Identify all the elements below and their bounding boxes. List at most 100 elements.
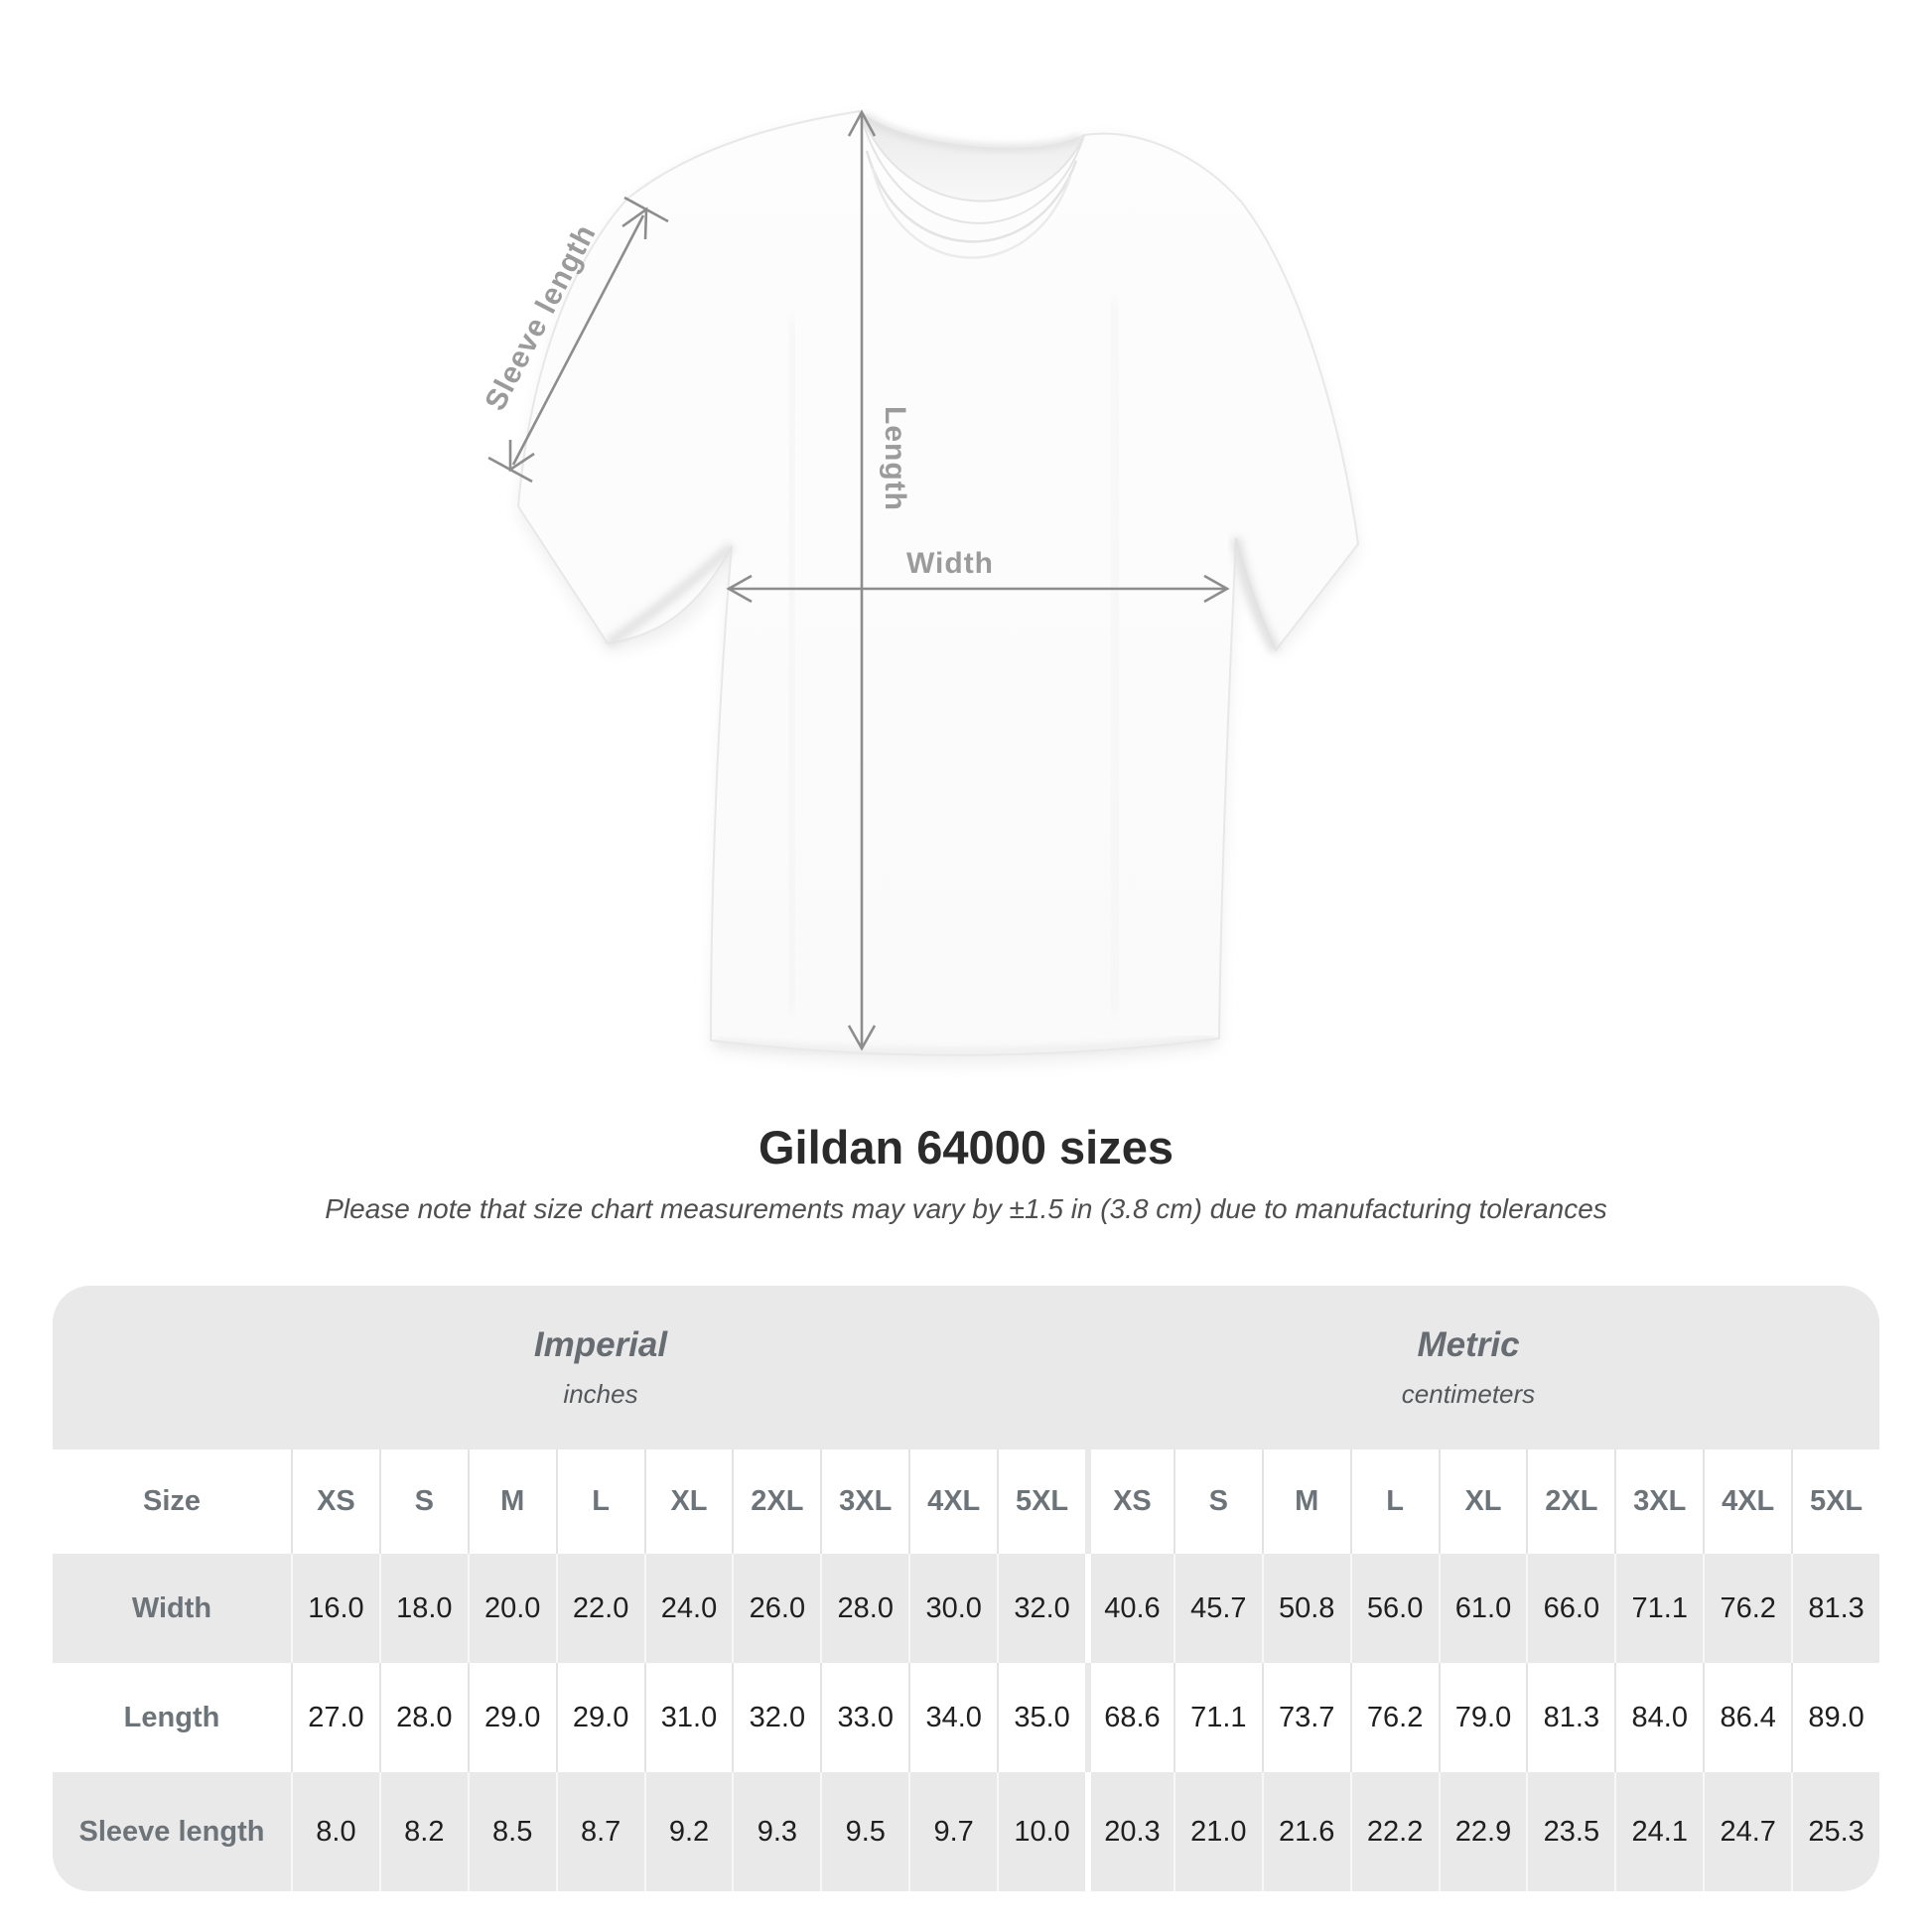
table-cell: 28.0 [378,1663,468,1772]
table-cell: 28.0 [820,1554,908,1663]
col-header-metric-xs: XS [1084,1449,1173,1554]
table-cell: 10.0 [997,1772,1085,1891]
col-header-metric-2xl: 2XL [1526,1449,1614,1554]
size-header-label: Size [142,1485,202,1517]
table-cell: 22.9 [1438,1772,1527,1891]
row-label-length: Length [123,1701,220,1733]
table-cell: 29.0 [555,1663,644,1772]
row-label-width: Width [131,1591,212,1624]
table-cell: 73.7 [1261,1663,1350,1772]
table-cell: 34.0 [908,1663,997,1772]
table-cell: 24.7 [1703,1772,1791,1891]
body-fold-left [784,317,799,1014]
table-cell: 9.2 [643,1772,733,1891]
tolerance-note: Please note that size chart measurements… [325,1193,1607,1225]
row-label-sleeve-length: Sleeve length [78,1815,265,1848]
table-cell: 16.0 [291,1554,379,1663]
imperial-header: Imperial inches [84,1286,1117,1449]
table-cell: 29.0 [467,1663,556,1772]
table-row-width: Width 16.0 18.0 20.0 22.0 24.0 26.0 28.0… [53,1554,1879,1663]
table-cell: 23.5 [1526,1772,1614,1891]
table-cell: 21.0 [1173,1772,1262,1891]
col-header-imperial-m: M [467,1449,556,1554]
imperial-title: Imperial [533,1325,668,1364]
table-cell: 24.1 [1614,1772,1703,1891]
size-header-row: Size XS S M L XL 2XL 3XL 4XL 5XL XS S M … [53,1449,1879,1554]
tshirt-illustration [487,109,1360,1065]
table-cell: 35.0 [997,1663,1085,1772]
col-header-metric-5xl: 5XL [1791,1449,1879,1554]
col-header-metric-4xl: 4XL [1703,1449,1791,1554]
tshirt-body [516,109,1360,1056]
table-cell: 89.0 [1791,1663,1879,1772]
table-cell: 71.1 [1173,1663,1262,1772]
left-underarm-shadow [605,542,736,648]
table-cell: 79.0 [1438,1663,1527,1772]
table-cell: 8.5 [467,1772,556,1891]
imperial-subtitle: inches [563,1379,638,1409]
table-cell: 81.3 [1526,1663,1614,1772]
table-cell: 76.2 [1703,1554,1791,1663]
collar-stitch-2 [871,168,1072,259]
metric-subtitle: centimeters [1401,1379,1536,1409]
table-cell: 20.3 [1084,1772,1173,1891]
table-cell: 20.0 [467,1554,556,1663]
table-cell: 9.3 [732,1772,820,1891]
table-cell: 8.7 [555,1772,644,1891]
table-cell: 66.0 [1526,1554,1614,1663]
size-table: Imperial inches Metric centimeters Size … [53,1286,1879,1891]
length-arrow [847,109,877,1051]
table-cell: 31.0 [643,1663,733,1772]
metric-header: Metric centimeters [1071,1286,1865,1449]
right-underarm-shadow [1231,537,1281,653]
table-cell: 32.0 [732,1663,820,1772]
neck-opening [860,111,1084,202]
collar-band [859,110,1085,224]
table-cell: 61.0 [1438,1554,1527,1663]
col-header-metric-s: S [1173,1449,1262,1554]
table-row-length: Length 27.0 28.0 29.0 29.0 31.0 32.0 33.… [53,1663,1879,1772]
table-cell: 68.6 [1084,1663,1173,1772]
table-cell: 86.4 [1703,1663,1791,1772]
col-header-metric-3xl: 3XL [1614,1449,1703,1554]
collar-stitch-1 [865,150,1078,243]
title-block: Gildan 64000 sizes Please note that size… [0,1120,1932,1225]
col-header-metric-l: L [1349,1449,1439,1554]
table-cell: 50.8 [1261,1554,1350,1663]
table-cell: 32.0 [997,1554,1085,1663]
table-cell: 8.0 [291,1772,379,1891]
page-title: Gildan 64000 sizes [758,1121,1174,1173]
table-cell: 81.3 [1791,1554,1879,1663]
col-header-imperial-3xl: 3XL [820,1449,908,1554]
table-cell: 33.0 [820,1663,908,1772]
unit-header-row: Imperial inches Metric centimeters [53,1286,1879,1449]
col-header-imperial-5xl: 5XL [997,1449,1085,1554]
table-cell: 27.0 [291,1663,379,1772]
table-cell: 18.0 [378,1554,468,1663]
table-cell: 45.7 [1173,1554,1262,1663]
table-cell: 76.2 [1349,1663,1439,1772]
hem-shadow [716,1035,1216,1056]
body-fold-right [1107,297,1123,1014]
table-cell: 21.6 [1261,1772,1350,1891]
table-cell: 25.3 [1791,1772,1879,1891]
col-header-imperial-xl: XL [643,1449,733,1554]
col-header-imperial-2xl: 2XL [732,1449,820,1554]
tshirt-diagram: Sleeve length Length Width [479,109,1360,1065]
col-header-imperial-s: S [378,1449,468,1554]
width-arrow [726,574,1230,604]
table-cell: 8.2 [378,1772,468,1891]
col-header-imperial-l: L [555,1449,644,1554]
table-cell: 40.6 [1084,1554,1173,1663]
table-cell: 56.0 [1349,1554,1439,1663]
table-cell: 9.5 [820,1772,908,1891]
table-cell: 84.0 [1614,1663,1703,1772]
table-cell: 9.7 [908,1772,997,1891]
table-cell: 30.0 [908,1554,997,1663]
col-header-metric-m: M [1261,1449,1350,1554]
metric-title: Metric [1417,1325,1520,1364]
table-cell: 22.0 [555,1554,644,1663]
table-row-sleeve-length: Sleeve length 8.0 8.2 8.5 8.7 9.2 9.3 9.… [53,1772,1879,1891]
col-header-metric-xl: XL [1438,1449,1527,1554]
